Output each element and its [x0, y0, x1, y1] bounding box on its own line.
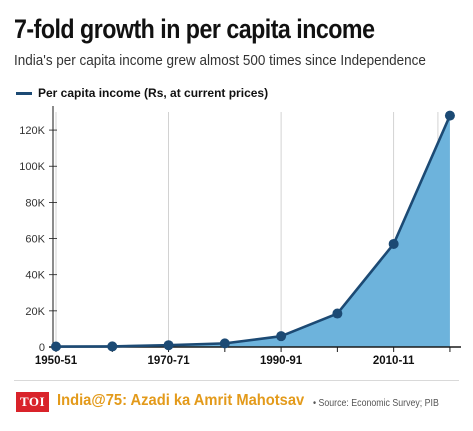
- y-tick-label: 40K: [25, 270, 45, 282]
- legend-swatch: [16, 91, 32, 95]
- footer: TOI India@75: Azadi ka Amrit Mahotsav • …: [0, 380, 473, 431]
- data-point: [444, 110, 455, 121]
- data-point: [219, 338, 230, 349]
- data-point: [51, 341, 61, 352]
- footer-tagline: India@75: Azadi ka Amrit Mahotsav: [57, 392, 305, 409]
- chart-legend: Per capita income (Rs, at current prices…: [16, 86, 268, 100]
- data-point: [332, 308, 343, 319]
- chart-subtitle: India's per capita income grew almost 50…: [14, 53, 426, 69]
- data-point: [107, 341, 118, 352]
- legend-label: Per capita income (Rs, at current prices…: [38, 86, 269, 100]
- chart-area: 0 20K 40K 60K 80K 100K 120K 1950-51 1970-71 1990-…: [19, 106, 461, 367]
- y-tick-label: 60K: [25, 234, 45, 246]
- y-tick-label: 120K: [19, 125, 45, 137]
- y-tick-label: 0: [39, 342, 45, 354]
- footer-divider: [14, 380, 459, 381]
- series-line: [55, 115, 452, 348]
- x-tick-label: 1990-91: [260, 355, 303, 367]
- data-point: [388, 238, 399, 249]
- toi-logo: TOI: [16, 392, 49, 412]
- y-tick-label: 80K: [25, 197, 45, 209]
- series-area-fill: [56, 115, 450, 347]
- chart-title: 7-fold growth in per capita income: [14, 14, 375, 44]
- data-point: [276, 331, 287, 342]
- y-tick-label: 20K: [25, 306, 45, 318]
- x-tick-label: 2010-11: [373, 355, 415, 367]
- footer-source: • Source: Economic Survey; PIB: [313, 398, 439, 409]
- y-tick-label: 100K: [19, 161, 45, 173]
- data-point: [163, 340, 174, 351]
- x-tick-label: 1970-71: [147, 355, 190, 367]
- x-tick-label: 1950-51: [35, 355, 78, 367]
